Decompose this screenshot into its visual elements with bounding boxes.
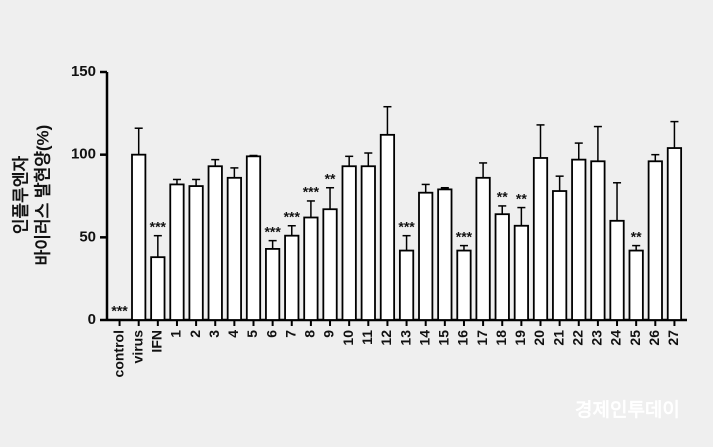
significance-label: **: [497, 189, 508, 205]
bar: [494, 213, 510, 321]
x-tick-label: virus: [129, 330, 145, 364]
y-tick-label: 100: [71, 146, 96, 163]
bar: [418, 191, 434, 321]
y-tick-label: 50: [79, 228, 96, 245]
bar: [322, 208, 338, 321]
x-tick-label: control: [110, 330, 126, 377]
bar: [226, 176, 242, 321]
x-tick-label: 7: [282, 330, 298, 338]
significance-label: ***: [150, 218, 167, 234]
bar: [379, 133, 396, 321]
significance-label: ***: [264, 223, 281, 239]
x-tick-label: 9: [321, 330, 337, 338]
x-tick-label: 22: [569, 330, 585, 346]
bar: [150, 256, 166, 321]
significance-label: **: [516, 190, 527, 206]
bar: [284, 234, 300, 321]
bar: [169, 183, 185, 321]
bar: [341, 165, 357, 321]
significance-label: **: [325, 170, 336, 186]
watermark: 경제인투데이: [575, 399, 680, 421]
x-tick-label: 23: [589, 330, 605, 346]
x-tick-label: 25: [627, 330, 643, 346]
x-tick-label: 1: [168, 330, 184, 338]
significance-label: ***: [398, 218, 415, 234]
bar: [188, 185, 204, 321]
x-tick-label: 5: [244, 330, 260, 338]
bar: [513, 224, 529, 321]
bar: [437, 188, 453, 321]
x-tick-label: 20: [531, 330, 547, 346]
bar: [552, 190, 568, 321]
significance-label: ***: [284, 208, 301, 224]
bar: [207, 165, 223, 321]
x-tick-label: 19: [512, 330, 528, 346]
x-tick-label: 2: [187, 330, 203, 338]
x-tick-label: 17: [474, 330, 490, 346]
x-tick-label: 16: [455, 330, 471, 346]
bar: [265, 248, 281, 321]
x-tick-label: 6: [263, 330, 279, 338]
bar: [571, 158, 587, 321]
bar: [456, 249, 472, 321]
y-axis-label: 바이러스 발현양(%): [33, 125, 52, 266]
x-tick-label: 12: [378, 330, 394, 346]
x-tick-label: 13: [397, 330, 413, 346]
x-tick-label: 24: [608, 330, 624, 346]
bar: [647, 160, 663, 321]
y-tick-label: 150: [71, 63, 96, 80]
significance-label: **: [631, 228, 642, 244]
significance-label: ***: [456, 228, 473, 244]
bar: [628, 249, 644, 321]
x-tick-label: 8: [302, 330, 318, 338]
bar: [475, 176, 491, 321]
y-axis-label: 인플루엔자: [11, 156, 30, 235]
x-tick-label: 21: [550, 330, 566, 346]
bar: [609, 219, 625, 321]
x-tick-label: 14: [416, 330, 432, 346]
bar: [398, 249, 415, 321]
bar: [360, 165, 376, 321]
y-tick-label: 0: [88, 311, 96, 328]
significance-label: ***: [111, 303, 128, 319]
bar: [131, 153, 147, 321]
x-tick-label: 3: [206, 330, 222, 338]
x-tick-label: 27: [665, 330, 681, 346]
bar: [303, 216, 319, 321]
bar: [532, 157, 549, 321]
x-tick-label: 15: [436, 330, 452, 346]
x-tick-label: 10: [340, 330, 356, 346]
x-tick-label: 26: [646, 330, 662, 346]
significance-label: ***: [303, 184, 320, 200]
bar: [590, 160, 606, 321]
bar: [245, 155, 262, 321]
x-tick-label: 18: [493, 330, 509, 346]
x-tick-label: 4: [225, 330, 241, 338]
bar: [666, 147, 683, 321]
x-tick-label: 11: [359, 330, 375, 345]
x-tick-label: IFN: [149, 330, 165, 353]
